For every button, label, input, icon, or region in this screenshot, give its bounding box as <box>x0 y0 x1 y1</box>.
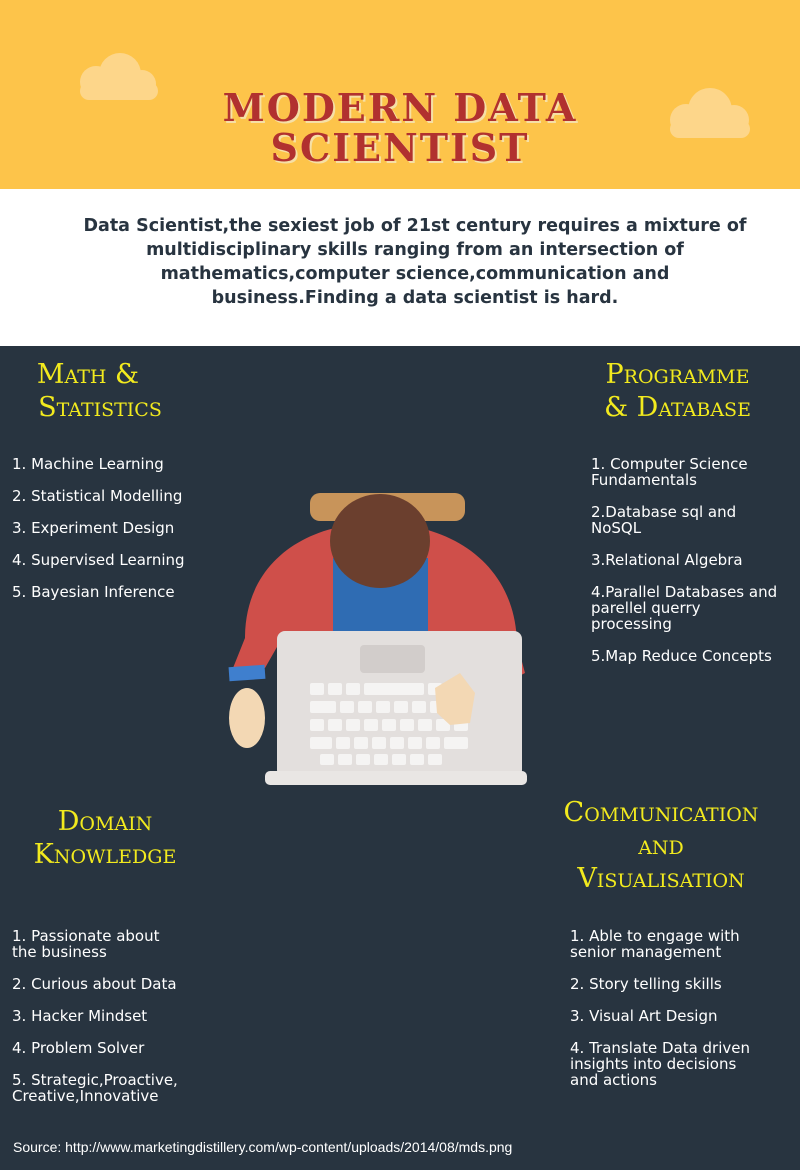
list-item: 3.Relational Algebra <box>591 551 743 569</box>
list-item: 4. Supervised Learning <box>12 551 185 569</box>
page-title: MODERN DATA SCIENTIST <box>0 88 800 168</box>
list-item: 2.Database sql and NoSQL <box>591 503 737 537</box>
list-item: 4. Translate Data driven insights into d… <box>570 1039 751 1089</box>
intro-panel: Data Scientist,the sexiest job of 21st c… <box>0 189 800 346</box>
list-item: 2. Story telling skills <box>570 975 722 993</box>
source-credit: Source: http://www.marketingdistillery.c… <box>13 1139 513 1155</box>
list-item: 1. Machine Learning <box>12 455 164 473</box>
list-item: 3. Experiment Design <box>12 519 175 537</box>
heading-line: Domain <box>57 806 153 837</box>
heading-line: Math & <box>36 359 140 390</box>
section-heading-domain: Domain Knowledge <box>15 805 195 871</box>
list-item: 1. Computer Science Fundamentals <box>591 455 748 489</box>
list-item: 2. Curious about Data <box>12 975 177 993</box>
list-item: 4. Problem Solver <box>12 1039 145 1057</box>
math-skill-list: 1. Machine Learning 2. Statistical Model… <box>12 456 222 616</box>
communication-skill-list: 1. Able to engage with senior management… <box>570 928 770 1104</box>
heading-line: Communication <box>563 797 759 828</box>
heading-line: and <box>638 830 684 861</box>
list-item: 1. Able to engage with senior management <box>570 927 740 961</box>
heading-line: Programme <box>605 359 750 390</box>
cloud-icon <box>80 53 158 100</box>
heading-line: Visualisation <box>577 863 745 894</box>
section-heading-math: Math & Statistics <box>20 358 180 424</box>
heading-line: & Database <box>604 392 751 423</box>
list-item: 1. Passionate about the business <box>12 927 160 961</box>
section-heading-programme: Programme & Database <box>580 358 775 424</box>
list-item: 5. Bayesian Inference <box>12 583 175 601</box>
header-banner: MODERN DATA SCIENTIST <box>0 0 800 189</box>
list-item: 2. Statistical Modelling <box>12 487 183 505</box>
programme-skill-list: 1. Computer Science Fundamentals 2.Datab… <box>591 456 781 680</box>
heading-line: Knowledge <box>33 839 177 870</box>
list-item: 5. Strategic,Proactive, Creative,Innovat… <box>12 1071 178 1105</box>
list-item: 5.Map Reduce Concepts <box>591 647 772 665</box>
cloud-icon <box>670 88 750 138</box>
domain-skill-list: 1. Passionate about the business 2. Curi… <box>12 928 212 1120</box>
intro-text: Data Scientist,the sexiest job of 21st c… <box>83 216 747 308</box>
section-heading-communication: Communication and Visualisation <box>530 796 792 895</box>
heading-line: Statistics <box>38 392 162 423</box>
title-line: SCIENTIST <box>270 125 530 170</box>
person-laptop-illustration <box>228 493 527 785</box>
title-line: MODERN DATA <box>222 85 578 130</box>
list-item: 3. Hacker Mindset <box>12 1007 148 1025</box>
list-item: 4.Parallel Databases and parellel querry… <box>591 583 778 633</box>
list-item: 3. Visual Art Design <box>570 1007 718 1025</box>
